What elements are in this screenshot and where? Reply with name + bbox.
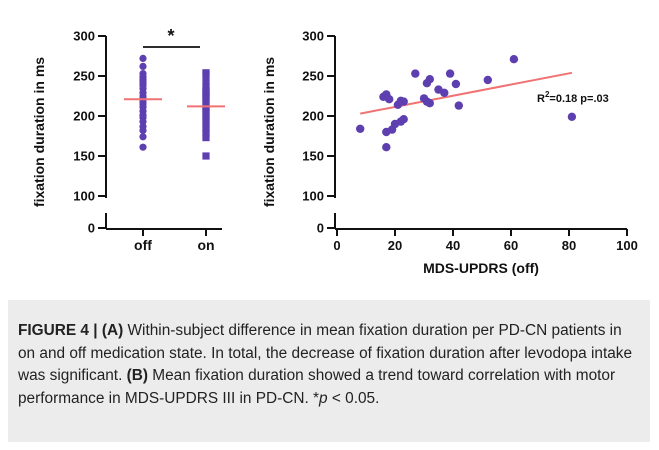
data-point	[382, 143, 391, 152]
caption-box	[8, 300, 650, 442]
data-point-on	[202, 125, 210, 133]
y-tick-label: 250	[302, 69, 324, 84]
x-tick-label: off	[134, 237, 152, 253]
x-tick-label: 40	[446, 238, 460, 253]
data-point-off	[139, 143, 147, 151]
y-axis-label: fixation duration in ms	[261, 57, 277, 207]
data-point	[411, 69, 420, 78]
y-tick-label: 150	[302, 149, 324, 164]
y-tick-label: 300	[73, 29, 95, 44]
data-point-off	[139, 62, 147, 70]
y-tick-label: 0	[317, 221, 324, 236]
x-tick-label: 0	[333, 238, 340, 253]
y-tick-label: 100	[302, 189, 324, 204]
y-tick-label: 250	[73, 69, 95, 84]
y-tick-label: 0	[88, 221, 95, 236]
data-point	[356, 124, 365, 133]
y-axis-label: fixation duration in ms	[31, 57, 47, 207]
significance-marker: *	[167, 26, 174, 46]
correlation-annotation: R2=0.18 p=.03	[537, 90, 609, 105]
data-point-on	[202, 121, 210, 129]
caption-lead: FIGURE 4 |	[18, 322, 102, 339]
data-point-off	[139, 133, 147, 141]
data-point-on	[202, 117, 210, 125]
data-point	[567, 112, 577, 122]
data-point-on	[202, 70, 210, 78]
figure-caption: FIGURE 4 | (A) Within-subject difference…	[18, 320, 643, 410]
x-tick-label: 80	[562, 238, 576, 253]
data-point	[425, 99, 434, 108]
data-point	[454, 101, 463, 110]
y-tick-label: 200	[302, 109, 324, 124]
caption-part-b-text: Mean fixation duration showed a trend to…	[18, 367, 616, 407]
data-point-on	[202, 134, 210, 142]
x-tick-label: 20	[388, 238, 402, 253]
data-point	[399, 97, 408, 106]
data-point	[425, 75, 434, 84]
panel-b-chart: 0 100 150 200 250 300 fixation duration in ms 0…	[261, 29, 638, 277]
caption-part-a-label: (A)	[101, 322, 124, 339]
data-point-on	[202, 152, 210, 160]
data-point	[445, 69, 455, 78]
y-tick-label: 300	[302, 29, 324, 44]
y-tick-label: 100	[73, 189, 95, 204]
caption-part-b-label: (B)	[126, 367, 149, 384]
data-point	[451, 79, 461, 89]
data-point-off	[139, 54, 147, 63]
data-point-on	[202, 78, 210, 86]
x-tick-label: 100	[616, 238, 638, 253]
data-point-on	[202, 129, 210, 137]
data-point	[509, 55, 519, 64]
caption-p-symbol: p	[319, 389, 328, 407]
data-point	[440, 88, 449, 98]
x-tick-label: 60	[504, 238, 518, 253]
y-tick-label: 150	[73, 149, 95, 164]
data-point-off	[139, 126, 147, 134]
x-axis-label: MDS-UPDRS (off)	[423, 260, 539, 276]
data-point	[385, 95, 394, 104]
caption-part-a-text: Within-subject difference in mean fixati…	[18, 322, 633, 384]
data-point	[399, 115, 408, 124]
y-tick-label: 200	[73, 109, 95, 124]
caption-p-rest: < 0.05.	[327, 389, 380, 407]
panel-a-chart: 0 100 150 200 250 300 fixation duration in ms o…	[31, 26, 225, 253]
data-point	[483, 75, 492, 85]
x-tick-label: on	[197, 237, 214, 253]
data-point-on	[202, 97, 210, 105]
